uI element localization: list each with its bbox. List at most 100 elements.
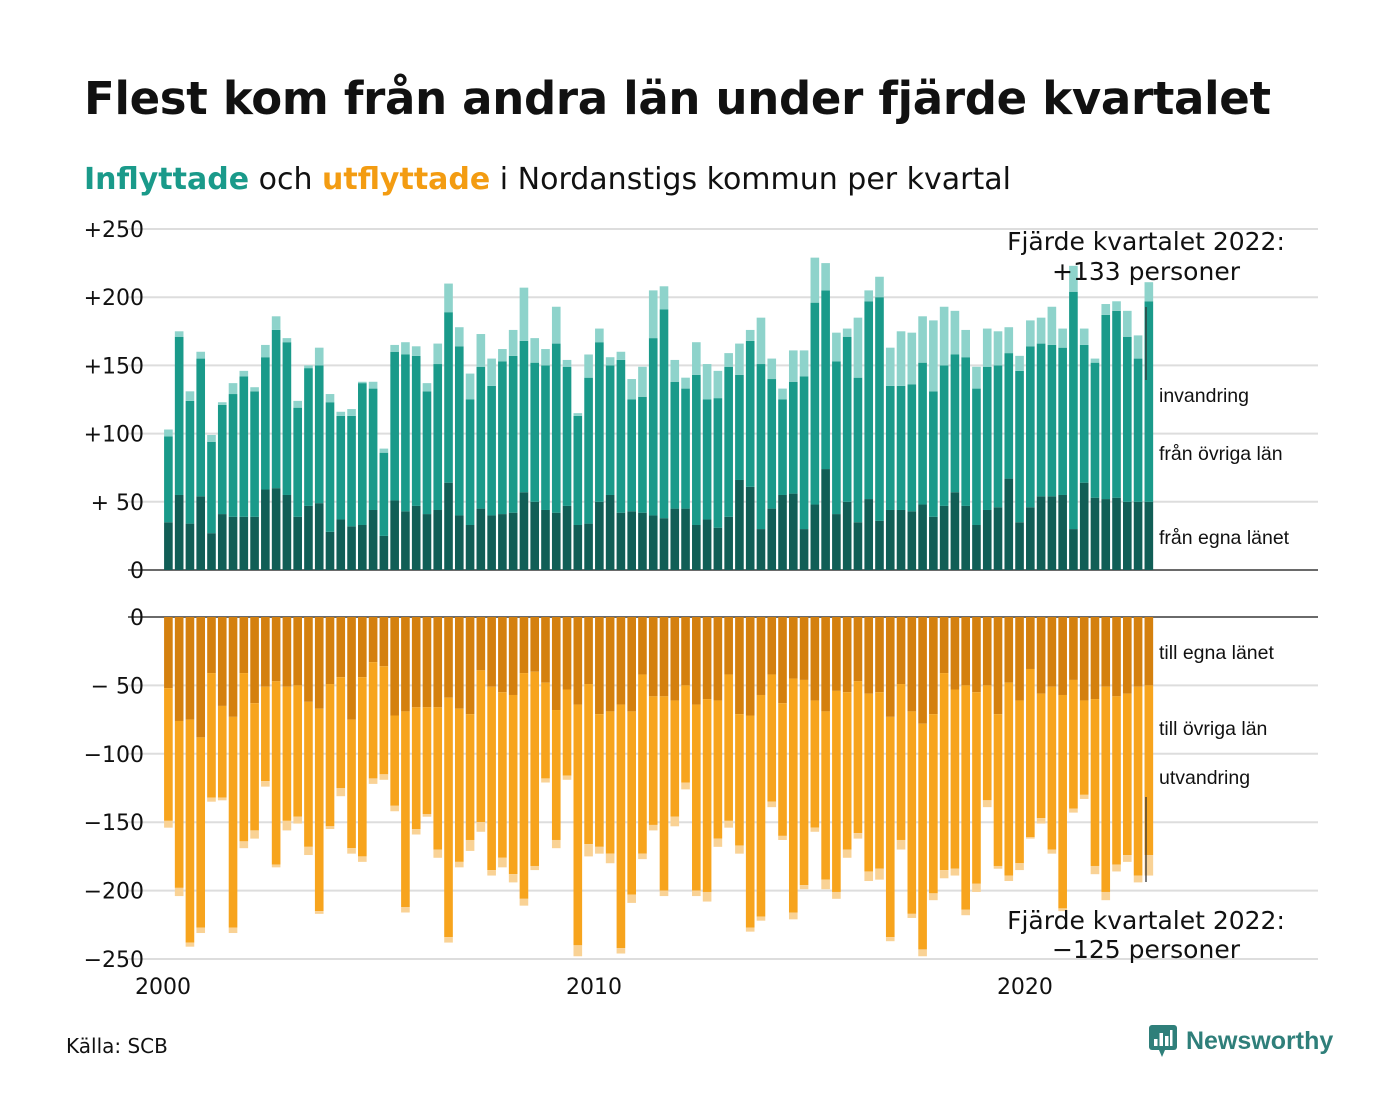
in-other-county-bar [282,342,292,495]
out-emigration-bar [293,816,302,824]
in-own-county-bar [627,511,636,570]
out-emigration-bar [304,846,313,856]
out-other-county-bar [799,679,809,886]
in-other-county-bar [293,407,302,517]
out-other-county-bar [638,674,647,854]
out-other-county-bar [670,700,680,817]
out-other-county-bar [562,689,572,776]
out-own-county-bar [638,617,647,675]
out-emigration-bar [799,885,809,890]
out-emigration-bar [239,841,249,849]
out-own-county-bar [530,617,540,672]
out-own-county-bar [164,617,173,689]
out-other-county-bar [907,711,917,914]
bottom-series-label: till övriga län [1159,718,1267,740]
in-other-county-bar [1133,358,1143,502]
in-other-county-bar [950,354,960,493]
subtitle-in-word: Inflyttade [84,162,250,197]
in-other-county-bar [551,343,561,513]
out-own-county-bar [713,617,723,701]
out-emigration-bar [853,833,863,839]
in-immigration-bar [788,350,798,382]
out-other-county-bar [1069,679,1078,809]
in-own-county-bar [584,523,593,570]
in-other-county-bar [487,385,496,516]
out-own-county-bar [368,617,378,663]
in-immigration-bar [875,276,884,298]
in-own-county-bar [433,509,443,570]
out-own-county-bar [304,617,313,702]
out-other-county-bar [250,703,259,831]
in-own-county-bar [498,514,507,570]
in-other-county-bar [939,365,949,506]
out-other-county-bar [217,705,227,798]
out-own-county-bar [174,617,184,721]
out-own-county-bar [347,617,356,720]
in-immigration-bar [325,394,335,403]
in-own-county-bar [681,508,690,570]
in-other-county-bar [1058,347,1067,495]
in-immigration-bar [584,354,593,378]
in-other-county-bar [756,364,766,530]
out-other-county-bar [659,696,669,891]
out-other-county-bar [1090,699,1100,866]
in-other-county-bar [842,336,852,502]
in-own-county-bar [993,507,1003,570]
in-own-county-bar [605,494,615,570]
brand-logo: Newsworthy [1148,1024,1333,1058]
in-other-county-bar [702,399,712,520]
in-own-county-bar [1026,507,1035,570]
in-immigration-bar [1112,301,1121,311]
out-emigration-bar [422,813,432,817]
in-own-county-bar [939,505,949,570]
in-other-county-bar [961,357,970,506]
out-emigration-bar [832,891,841,899]
in-own-county-bar [735,479,744,570]
bottom-y-tick-label: −100 [84,743,144,768]
out-emigration-bar [972,883,981,892]
in-own-county-bar [250,516,259,570]
out-other-county-bar [239,673,249,842]
in-immigration-bar [972,366,981,389]
in-immigration-bar [842,328,852,337]
in-other-county-bar [853,377,863,523]
in-other-county-bar [627,399,636,512]
out-other-county-bar [1036,693,1046,819]
in-other-county-bar [595,342,604,502]
out-own-county-bar [659,617,669,697]
in-own-county-bar [918,504,927,570]
out-own-county-bar [681,617,690,686]
out-own-county-bar [853,617,863,682]
in-other-county-bar [810,302,820,505]
in-immigration-bar [530,338,540,363]
out-own-county-bar [261,617,270,687]
out-emigration-bar [1015,863,1024,871]
bottom-y-tick-label: −250 [84,948,144,973]
in-immigration-bar [670,359,680,382]
out-emigration-bar [228,927,238,934]
in-own-county-bar [1112,497,1121,570]
out-other-county-bar [972,692,981,884]
out-own-county-bar [778,617,787,704]
in-other-county-bar [605,365,615,495]
in-own-county-bar [875,520,884,570]
in-own-county-bar [1036,496,1046,570]
in-own-county-bar [261,489,270,570]
in-immigration-bar [185,391,195,401]
in-other-county-bar [530,362,540,502]
newsworthy-icon [1149,1025,1177,1057]
x-tick-label: 2000 [135,975,191,1000]
in-own-county-bar [551,512,561,570]
top-series-label: invandring [1159,385,1249,407]
out-own-county-bar [358,617,367,678]
out-other-county-bar [1133,686,1143,876]
in-own-county-bar [368,509,378,570]
out-other-county-bar [411,707,421,830]
in-own-county-bar [271,488,281,570]
in-own-county-bar [519,492,529,570]
out-own-county-bar [950,617,960,690]
out-own-county-bar [433,617,443,708]
top-series-label: från egna länet [1159,527,1290,549]
out-other-county-bar [379,666,389,775]
in-immigration-bar [508,329,518,356]
